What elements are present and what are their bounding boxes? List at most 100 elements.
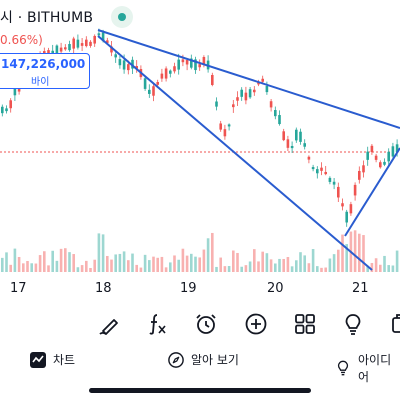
add-circle-icon xyxy=(245,313,267,335)
volume-bar xyxy=(370,262,374,272)
candle-body xyxy=(89,41,92,46)
volume-bar xyxy=(311,249,315,272)
candle-body xyxy=(1,106,4,114)
nav-explore-tab[interactable]: 알아 보기 xyxy=(168,351,239,368)
bid-price-box[interactable]: 147,226,000 바이 xyxy=(0,53,90,89)
candle-body xyxy=(248,89,252,98)
candle-body xyxy=(85,39,88,47)
volume-bar xyxy=(328,258,332,272)
candle-body xyxy=(311,167,315,170)
volume-bar xyxy=(202,249,206,272)
volume-bar xyxy=(106,255,109,272)
volume-bar xyxy=(244,265,248,272)
candle-body xyxy=(164,68,168,79)
volume-bar xyxy=(345,244,348,272)
candle-body xyxy=(9,100,12,109)
chart-icon xyxy=(30,351,46,368)
price-change: 0.66%) xyxy=(0,33,43,47)
volume-bar xyxy=(248,261,252,272)
ideas-tool-button[interactable] xyxy=(336,307,370,341)
candle-body xyxy=(106,40,109,44)
alarm-tool-button[interactable] xyxy=(189,307,223,341)
volume-bar xyxy=(227,266,231,272)
nav-ideas-tab[interactable]: 아이디어 xyxy=(335,351,400,385)
volume-bar xyxy=(236,252,239,272)
more-icon xyxy=(392,314,400,333)
candle-body xyxy=(349,204,353,214)
bid-price-value: 147,226,000 xyxy=(1,57,86,71)
volume-bar xyxy=(152,256,155,272)
volume-bar xyxy=(72,254,75,272)
candle-body xyxy=(358,170,361,180)
candle-body xyxy=(374,155,378,160)
volume-bar xyxy=(110,259,113,272)
volume-bar xyxy=(257,261,260,272)
volume-bar xyxy=(269,259,273,272)
candle-body xyxy=(169,70,172,74)
trendlines xyxy=(97,29,400,271)
volume-bar xyxy=(383,255,386,272)
candle-body xyxy=(320,167,323,171)
volume-bar xyxy=(156,257,159,272)
candle-body xyxy=(101,32,105,42)
candle-body xyxy=(72,38,75,49)
upper-trendline xyxy=(97,29,400,129)
volume-bar xyxy=(337,249,340,272)
candle-body xyxy=(328,177,332,182)
candle-body xyxy=(110,46,113,53)
more-tool-button[interactable] xyxy=(384,307,400,341)
volume-bar xyxy=(366,265,369,272)
candle-body xyxy=(173,66,176,72)
candle-body xyxy=(253,89,256,93)
nav-chart-tab[interactable]: 차트 xyxy=(30,351,75,368)
volume-bar xyxy=(131,253,134,272)
volume-bar xyxy=(51,250,54,272)
volume-bar xyxy=(223,266,227,272)
candle-body xyxy=(379,162,382,168)
candle-body xyxy=(156,82,159,85)
candle-body xyxy=(324,171,327,175)
volume-bar xyxy=(34,263,38,272)
candle-body xyxy=(223,129,227,137)
volume-bar xyxy=(43,251,46,272)
candle-body xyxy=(391,146,395,157)
candle-body xyxy=(211,74,214,85)
volume-bar xyxy=(181,248,185,272)
candle-body xyxy=(59,47,63,52)
x-axis-day-label: 17 xyxy=(10,281,27,296)
volume-bar xyxy=(374,258,378,272)
candle-body xyxy=(286,139,290,148)
volume-bar xyxy=(76,267,80,272)
candle-body xyxy=(387,151,390,162)
lower-trendline xyxy=(97,35,373,271)
volume-bar xyxy=(9,264,12,272)
volume-bar xyxy=(286,257,290,272)
layout-tool-button[interactable] xyxy=(288,307,322,341)
volume-bar xyxy=(185,255,189,272)
volume-bar xyxy=(320,267,323,272)
alarm-icon xyxy=(196,314,216,334)
volume-bar xyxy=(160,256,164,272)
volume-bar xyxy=(240,266,243,272)
candle-body xyxy=(383,161,386,165)
candle-body xyxy=(240,89,243,97)
volume-bar xyxy=(324,267,327,272)
volume-bar xyxy=(198,257,201,272)
candle-body xyxy=(127,64,130,71)
volume-bar xyxy=(177,259,180,272)
candle-body xyxy=(232,104,235,108)
volume-bar xyxy=(307,263,311,272)
chart-area[interactable]: 시 · BITHUMB 0.66%) 147,226,000 바이 17 18 … xyxy=(0,0,400,305)
volume-bar xyxy=(215,266,218,272)
volume-bar xyxy=(173,255,176,272)
price-chart[interactable] xyxy=(0,0,400,305)
volume-bar xyxy=(299,252,302,272)
candle-body xyxy=(261,78,264,82)
volume-bar xyxy=(30,263,33,272)
volume-bar xyxy=(274,263,277,272)
volume-bar xyxy=(1,257,4,272)
volume-bar xyxy=(55,260,59,272)
add-tool-button[interactable] xyxy=(239,307,273,341)
brush-tool-button[interactable] xyxy=(93,307,127,341)
indicator-tool-button[interactable] xyxy=(140,307,174,341)
